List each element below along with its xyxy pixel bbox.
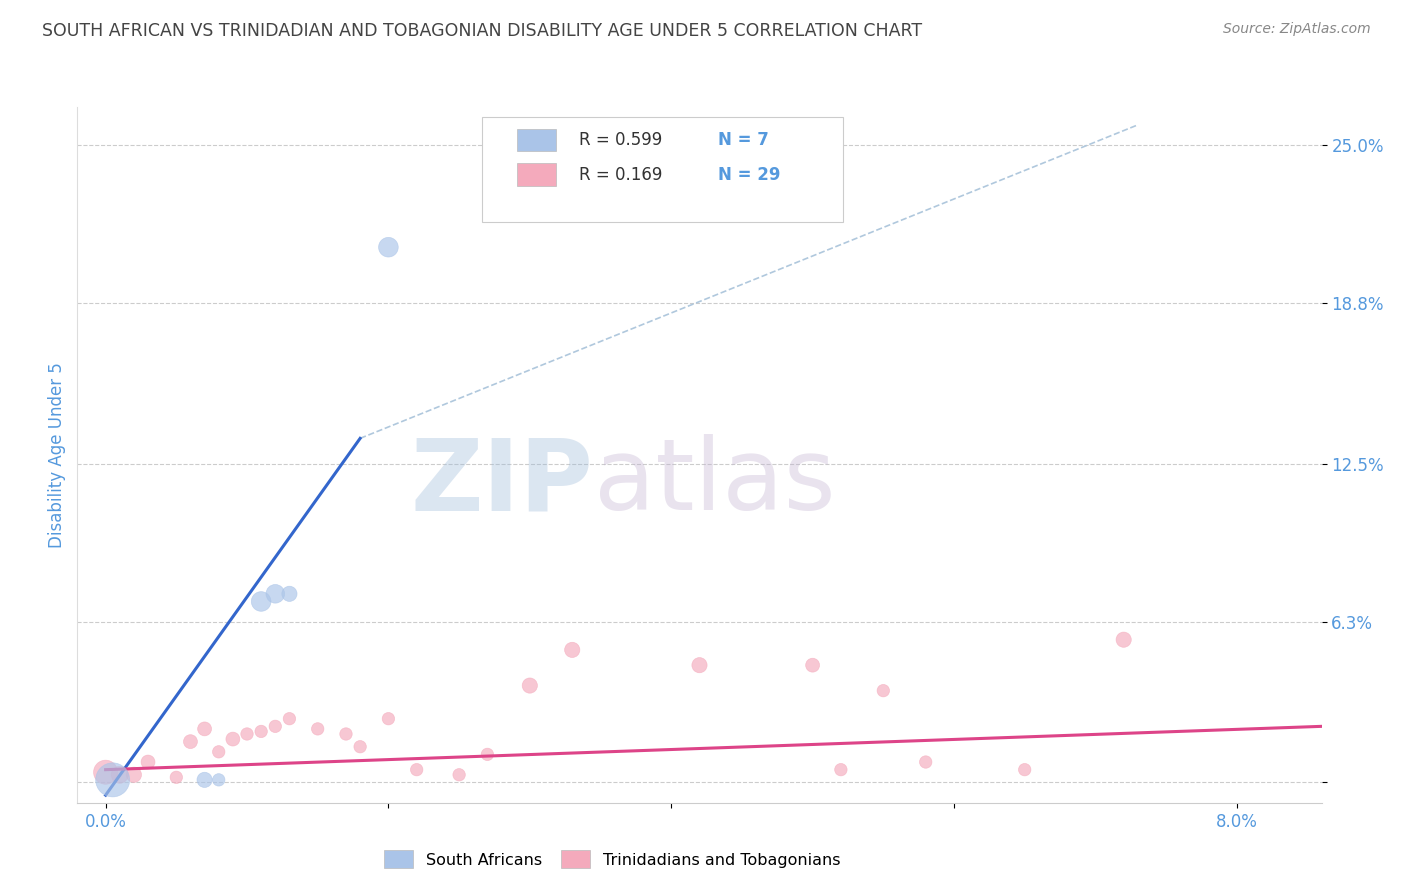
Point [689, 658, 711, 673]
Point [165, 770, 187, 784]
Point [377, 712, 399, 726]
Point [1014, 763, 1036, 777]
Legend: South Africans, Trinidadians and Tobagonians: South Africans, Trinidadians and Tobagon… [378, 844, 846, 875]
Point [1112, 632, 1135, 647]
Point [264, 719, 287, 733]
Point [101, 772, 124, 787]
Point [914, 755, 936, 769]
FancyBboxPatch shape [516, 163, 557, 186]
Point [801, 658, 824, 673]
Point [194, 722, 217, 736]
Text: N = 29: N = 29 [718, 166, 780, 184]
Point [561, 643, 583, 657]
FancyBboxPatch shape [482, 118, 842, 222]
Point [449, 768, 471, 782]
Point [208, 772, 231, 787]
Point [94, 765, 117, 780]
Point [335, 727, 357, 741]
Point [222, 732, 245, 747]
Text: atlas: atlas [593, 434, 835, 532]
Point [278, 587, 301, 601]
Text: ZIP: ZIP [411, 434, 593, 532]
Point [194, 772, 217, 787]
Point [872, 683, 894, 698]
Point [108, 768, 131, 782]
Point [377, 240, 399, 254]
Point [208, 745, 231, 759]
Point [307, 722, 329, 736]
Point [349, 739, 371, 754]
Point [264, 587, 287, 601]
Point [179, 734, 201, 748]
Point [405, 763, 427, 777]
Point [250, 594, 273, 608]
Point [250, 724, 273, 739]
Text: R = 0.599: R = 0.599 [579, 131, 662, 149]
Text: SOUTH AFRICAN VS TRINIDADIAN AND TOBAGONIAN DISABILITY AGE UNDER 5 CORRELATION C: SOUTH AFRICAN VS TRINIDADIAN AND TOBAGON… [42, 22, 922, 40]
Y-axis label: Disability Age Under 5: Disability Age Under 5 [48, 362, 66, 548]
Point [236, 727, 259, 741]
Text: Source: ZipAtlas.com: Source: ZipAtlas.com [1223, 22, 1371, 37]
FancyBboxPatch shape [516, 128, 557, 151]
Point [122, 768, 145, 782]
Point [477, 747, 499, 762]
Point [830, 763, 852, 777]
Text: N = 7: N = 7 [718, 131, 769, 149]
Point [136, 755, 159, 769]
Text: R = 0.169: R = 0.169 [579, 166, 662, 184]
Point [278, 712, 301, 726]
Point [519, 679, 541, 693]
